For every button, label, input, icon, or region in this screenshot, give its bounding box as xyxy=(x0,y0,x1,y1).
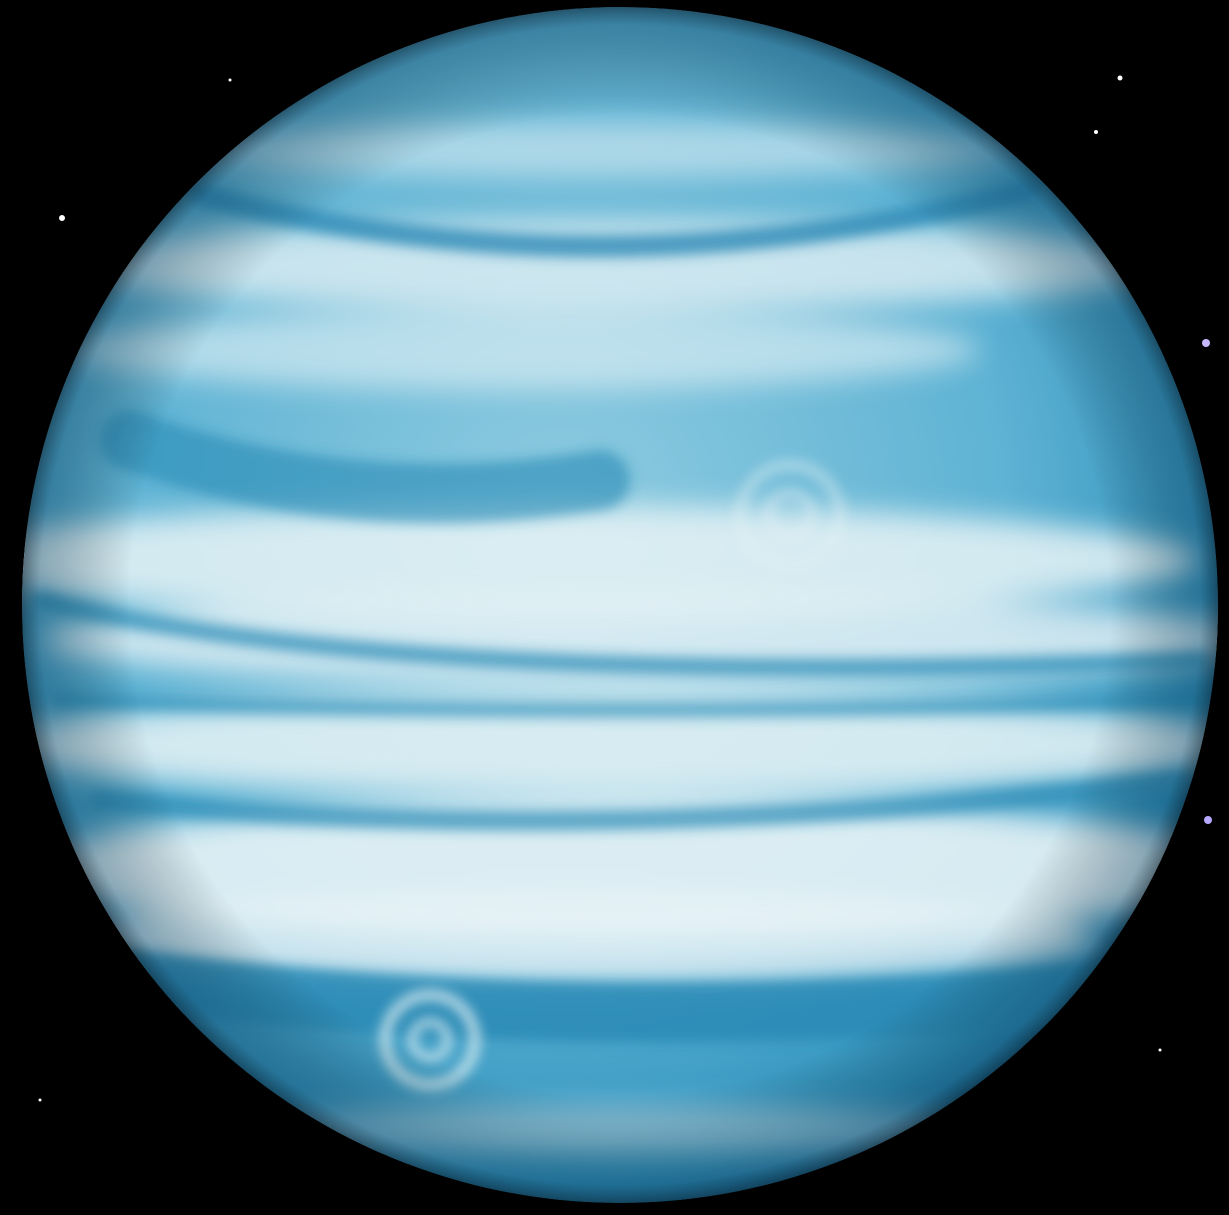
star xyxy=(1204,816,1212,824)
planet-limb-shade xyxy=(22,7,1218,1203)
stars xyxy=(38,75,1212,1102)
star xyxy=(1094,130,1098,134)
star xyxy=(1202,339,1210,347)
star xyxy=(228,78,232,82)
star xyxy=(38,1098,42,1102)
star xyxy=(1158,1048,1162,1052)
star xyxy=(59,215,65,221)
star xyxy=(1117,75,1123,81)
planet xyxy=(22,7,1218,1203)
